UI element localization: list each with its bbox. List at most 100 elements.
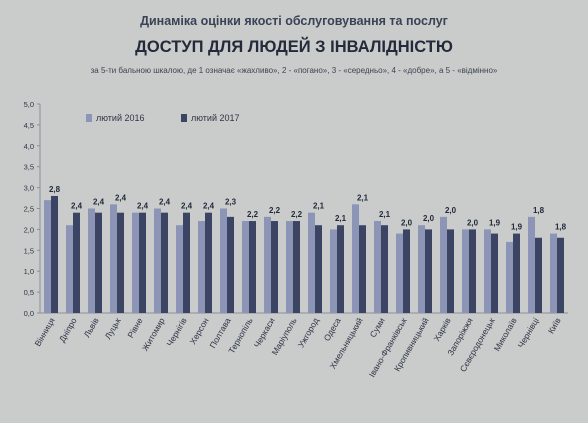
data-label: 2,4 <box>181 202 193 211</box>
category-label: Київ <box>546 316 563 336</box>
y-tick-label: 3,5 <box>24 163 34 172</box>
y-tick-label: 3,0 <box>24 184 34 193</box>
bar-2017 <box>315 225 322 313</box>
bar-2017 <box>293 221 300 313</box>
bar-2017 <box>447 229 454 313</box>
y-tick-label: 5,0 <box>24 100 34 109</box>
bar-2016 <box>462 229 469 313</box>
data-label: 2,4 <box>159 198 171 207</box>
y-tick-label: 4,5 <box>24 121 34 130</box>
bar-2017 <box>535 237 542 313</box>
category-label: Чернівці <box>516 316 541 350</box>
data-label: 1,8 <box>555 223 567 232</box>
data-label: 1,8 <box>533 206 545 215</box>
category-label: Одеса <box>322 316 343 343</box>
bar-2017 <box>205 212 212 313</box>
legend-swatch-2016 <box>86 114 92 122</box>
bar-2016 <box>352 204 359 313</box>
category-label: Харків <box>431 316 453 343</box>
bar-2016 <box>242 221 249 313</box>
bar-2017 <box>557 237 564 313</box>
legend-swatch-2017 <box>181 114 187 122</box>
bar-2017 <box>139 212 146 313</box>
bar-2017 <box>51 195 58 313</box>
y-tick-label: 2,5 <box>24 205 34 214</box>
bar-2016 <box>132 212 139 313</box>
bar-2017 <box>161 212 168 313</box>
data-label: 2,0 <box>401 218 413 227</box>
data-label: 2,4 <box>137 202 149 211</box>
bar-2016 <box>110 204 117 313</box>
category-label: Чернігів <box>164 316 189 348</box>
data-label: 2,0 <box>445 206 457 215</box>
data-label: 1,9 <box>489 218 501 227</box>
bar-2016 <box>418 225 425 313</box>
bar-2017 <box>513 233 520 313</box>
category-label: Суми <box>368 316 387 339</box>
bar-2016 <box>308 212 315 313</box>
category-label: Луцьк <box>103 316 123 341</box>
y-tick-label: 1,0 <box>24 267 34 276</box>
bar-2016 <box>374 221 381 313</box>
category-label: Рівне <box>125 316 145 340</box>
bar-2016 <box>330 229 337 313</box>
data-label: 2,1 <box>379 210 391 219</box>
data-label: 2,8 <box>49 185 61 194</box>
bar-2017 <box>249 221 256 313</box>
y-tick-label: 2,0 <box>24 225 34 234</box>
bar-2017 <box>183 212 190 313</box>
bar-2016 <box>440 216 447 313</box>
legend-label-2016: лютий 2016 <box>96 113 145 123</box>
data-label: 2,2 <box>269 206 281 215</box>
data-label: 2,1 <box>313 202 325 211</box>
category-label: Львів <box>82 316 101 340</box>
data-label: 2,2 <box>291 210 303 219</box>
bar-2016 <box>88 208 95 313</box>
bar-2016 <box>176 225 183 313</box>
data-label: 2,4 <box>203 202 215 211</box>
bar-2016 <box>484 229 491 313</box>
data-label: 2,4 <box>115 193 127 202</box>
data-label: 2,1 <box>335 214 347 223</box>
bar-2017 <box>403 229 410 313</box>
bar-2017 <box>381 225 388 313</box>
bar-2016 <box>528 216 535 313</box>
y-tick-label: 1,5 <box>24 246 34 255</box>
legend-label-2017: лютий 2017 <box>191 113 240 123</box>
data-label: 2,4 <box>93 198 105 207</box>
bar-2016 <box>220 208 227 313</box>
bar-2016 <box>264 216 271 313</box>
chart-title: Динаміка оцінки якості обслуговування та… <box>140 14 448 28</box>
bar-2017 <box>271 221 278 313</box>
bar-2016 <box>550 233 557 313</box>
bar-2017 <box>359 225 366 313</box>
category-label: Ужгород <box>296 316 321 349</box>
y-tick-label: 4,0 <box>24 142 34 151</box>
y-tick-label: 0,0 <box>24 309 34 318</box>
y-tick-label: 0,5 <box>24 288 34 297</box>
bar-2017 <box>227 216 234 313</box>
data-label: 1,9 <box>511 223 523 232</box>
data-label: 2,3 <box>225 198 237 207</box>
bar-2016 <box>66 225 73 313</box>
chart-subtitle: ДОСТУП ДЛЯ ЛЮДЕЙ З ІНВАЛІДНІСТЮ <box>135 38 453 56</box>
data-label: 2,1 <box>357 193 369 202</box>
bar-2016 <box>154 208 161 313</box>
bar-2016 <box>198 221 205 313</box>
bar-2017 <box>337 225 344 313</box>
data-label: 2,2 <box>247 210 259 219</box>
data-label: 2,0 <box>467 218 479 227</box>
category-label: Херсон <box>188 316 211 346</box>
bar-2016 <box>286 221 293 313</box>
data-label: 2,0 <box>423 214 435 223</box>
bar-2017 <box>117 212 124 313</box>
bar-2017 <box>73 212 80 313</box>
bar-2017 <box>469 229 476 313</box>
category-label: Дніпро <box>57 316 79 344</box>
bar-2016 <box>396 233 403 313</box>
bar-2017 <box>491 233 498 313</box>
bar-2016 <box>506 241 513 313</box>
bar-2016 <box>44 200 51 313</box>
